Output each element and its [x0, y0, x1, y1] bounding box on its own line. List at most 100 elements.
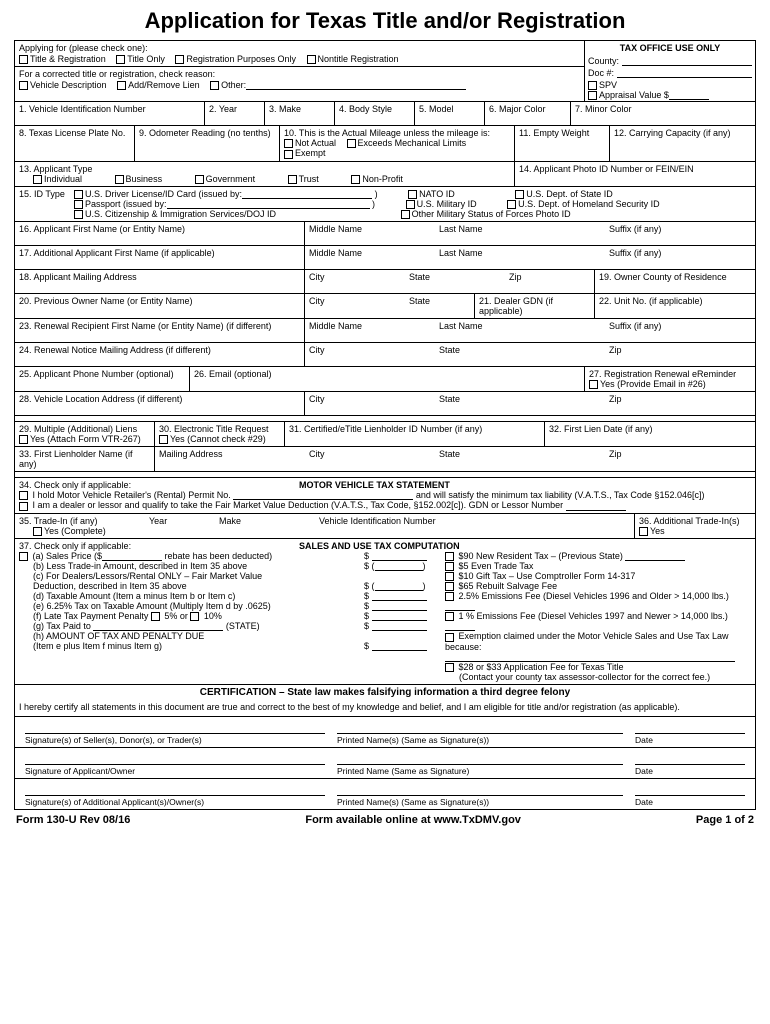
chk-reg-only[interactable]: Registration Purposes Only — [175, 54, 296, 64]
chk-dhs[interactable]: U.S. Dept. of Homeland Security ID — [507, 199, 660, 209]
field-odometer[interactable]: 9. Odometer Reading (no tenths) — [135, 126, 280, 160]
field-ren-state[interactable]: State — [435, 343, 605, 366]
field-add-suffix[interactable]: Suffix (if any) — [605, 246, 755, 269]
field-photo-id[interactable]: 14. Applicant Photo ID Number or FEIN/EI… — [515, 162, 755, 186]
chk-add-tradein[interactable]: Yes — [639, 526, 665, 536]
chk-tradein-yes[interactable]: Yes (Complete) — [19, 526, 106, 536]
chk-liens-yes[interactable]: Yes (Attach Form VTR-267) — [19, 434, 141, 444]
chk-other-mil[interactable]: Other Military Status of Forces Photo ID — [401, 209, 571, 219]
field-suffix[interactable]: Suffix (if any) — [605, 222, 755, 245]
field-mailing[interactable]: 18. Applicant Mailing Address — [15, 270, 305, 293]
chk-nontitle[interactable]: Nontitle Registration — [307, 54, 399, 64]
field-lien-id[interactable]: 31. Certified/eTitle Lienholder ID Numbe… — [285, 422, 545, 446]
field-make[interactable]: 3. Make — [265, 102, 335, 125]
chk-etitle-yes[interactable]: Yes (Cannot check #29) — [159, 434, 266, 444]
chk-trust[interactable]: Trust — [288, 174, 319, 184]
field-lien-date[interactable]: 32. First Lien Date (if any) — [545, 422, 755, 446]
field-ti-vin[interactable]: Vehicle Identification Number — [319, 516, 630, 526]
field-major[interactable]: 6. Major Color — [485, 102, 571, 125]
chk-5p[interactable] — [151, 612, 160, 621]
field-prev-owner[interactable]: 20. Previous Owner Name (or Entity Name) — [15, 294, 305, 318]
field-loc-zip[interactable]: Zip — [605, 392, 755, 415]
chk-1emis[interactable] — [445, 612, 454, 621]
field-year[interactable]: 2. Year — [205, 102, 265, 125]
chk-gov[interactable]: Government — [195, 174, 256, 184]
chk-90[interactable] — [445, 552, 454, 561]
field-city[interactable]: City — [305, 270, 405, 293]
chk-ereminder[interactable]: Yes (Provide Email in #26) — [589, 379, 706, 389]
field-mname[interactable]: Middle Name — [305, 222, 435, 245]
field-ren-mn[interactable]: Middle Name — [305, 319, 435, 342]
chk-appraisal[interactable]: Appraisal Value $ — [588, 90, 709, 100]
field-loc-state[interactable]: State — [435, 392, 605, 415]
field-ti-make[interactable]: Make — [219, 516, 319, 526]
field-unit[interactable]: 22. Unit No. (if applicable) — [595, 294, 755, 318]
field-add-fname[interactable]: 17. Additional Applicant First Name (if … — [15, 246, 305, 269]
date-additional[interactable]: Date — [635, 795, 745, 807]
printed-seller[interactable]: Printed Name(s) (Same as Signature(s)) — [337, 733, 623, 745]
chk-spv[interactable]: SPV — [588, 80, 617, 90]
chk-title-reg[interactable]: Title & Registration — [19, 54, 106, 64]
chk-passport[interactable]: Passport (issued by: ) — [74, 199, 375, 209]
field-gdn[interactable]: 21. Dealer GDN (if applicable) — [475, 294, 595, 318]
field-ren-city[interactable]: City — [305, 343, 435, 366]
chk-not-actual[interactable]: Not Actual — [284, 138, 336, 148]
chk-individual[interactable]: Individual — [33, 174, 82, 184]
field-ren-ln[interactable]: Last Name — [435, 319, 605, 342]
chk-military[interactable]: U.S. Military ID — [406, 199, 477, 209]
chk-permit[interactable] — [19, 491, 28, 500]
field-city2[interactable]: City — [305, 294, 405, 318]
field-state[interactable]: State — [405, 270, 505, 293]
printed-additional[interactable]: Printed Name(s) (Same as Signature(s)) — [337, 795, 623, 807]
field-add-lname[interactable]: Last Name — [435, 246, 605, 269]
field-vin[interactable]: 1. Vehicle Identification Number — [15, 102, 205, 125]
chk-5[interactable] — [445, 562, 454, 571]
field-lh-state[interactable]: State — [435, 447, 605, 471]
chk-veh-desc[interactable]: Vehicle Description — [19, 80, 107, 90]
chk-doj[interactable]: U.S. Citizenship & Immigration Services/… — [74, 209, 276, 219]
chk-10[interactable] — [445, 572, 454, 581]
field-phone[interactable]: 25. Applicant Phone Number (optional) — [15, 367, 190, 391]
chk-10p[interactable] — [190, 612, 199, 621]
field-lname[interactable]: Last Name — [435, 222, 605, 245]
chk-other[interactable]: Other: — [210, 80, 466, 90]
chk-25emis[interactable] — [445, 592, 454, 601]
field-lienholder[interactable]: 33. First Lienholder Name (if any) — [15, 447, 155, 471]
chk-dealer[interactable] — [19, 502, 28, 511]
field-ren-suffix[interactable]: Suffix (if any) — [605, 319, 755, 342]
sig-applicant[interactable]: Signature of Applicant/Owner — [25, 764, 325, 776]
chk-nato[interactable]: NATO ID — [408, 189, 455, 199]
field-capacity[interactable]: 12. Carrying Capacity (if any) — [610, 126, 755, 160]
chk-65[interactable] — [445, 582, 454, 591]
field-renewal-addr[interactable]: 24. Renewal Notice Mailing Address (if d… — [15, 343, 305, 366]
field-model[interactable]: 5. Model — [415, 102, 485, 125]
field-ti-year[interactable]: Year — [149, 516, 219, 526]
field-state2[interactable]: State — [405, 294, 475, 318]
field-veh-loc[interactable]: 28. Vehicle Location Address (if differe… — [15, 392, 305, 415]
chk-exceeds[interactable]: Exceeds Mechanical Limits — [347, 138, 467, 148]
field-lh-mail[interactable]: Mailing Address — [155, 447, 305, 471]
chk-title-only[interactable]: Title Only — [116, 54, 165, 64]
chk-business[interactable]: Business — [115, 174, 163, 184]
sig-additional[interactable]: Signature(s) of Additional Applicant(s)/… — [25, 795, 325, 807]
field-email[interactable]: 26. Email (optional) — [190, 367, 585, 391]
chk-state-id[interactable]: U.S. Dept. of State ID — [515, 189, 613, 199]
field-ren-zip[interactable]: Zip — [605, 343, 755, 366]
field-lh-city[interactable]: City — [305, 447, 435, 471]
chk-lien[interactable]: Add/Remove Lien — [117, 80, 200, 90]
date-seller[interactable]: Date — [635, 733, 745, 745]
field-body[interactable]: 4. Body Style — [335, 102, 415, 125]
chk-dl[interactable]: U.S. Driver License/ID Card (issued by: … — [74, 189, 378, 199]
sig-seller[interactable]: Signature(s) of Seller(s), Donor(s), or … — [25, 733, 325, 745]
chk-nonprofit[interactable]: Non-Profit — [351, 174, 403, 184]
field-zip[interactable]: Zip — [505, 270, 595, 293]
date-applicant[interactable]: Date — [635, 764, 745, 776]
chk-appfee[interactable] — [445, 663, 454, 672]
field-renewal-name[interactable]: 23. Renewal Recipient First Name (or Ent… — [15, 319, 305, 342]
field-add-mname[interactable]: Middle Name — [305, 246, 435, 269]
chk-37[interactable] — [19, 552, 28, 561]
printed-applicant[interactable]: Printed Name (Same as Signature) — [337, 764, 623, 776]
field-lh-zip[interactable]: Zip — [605, 447, 755, 471]
field-plate[interactable]: 8. Texas License Plate No. — [15, 126, 135, 160]
field-weight[interactable]: 11. Empty Weight — [515, 126, 610, 160]
